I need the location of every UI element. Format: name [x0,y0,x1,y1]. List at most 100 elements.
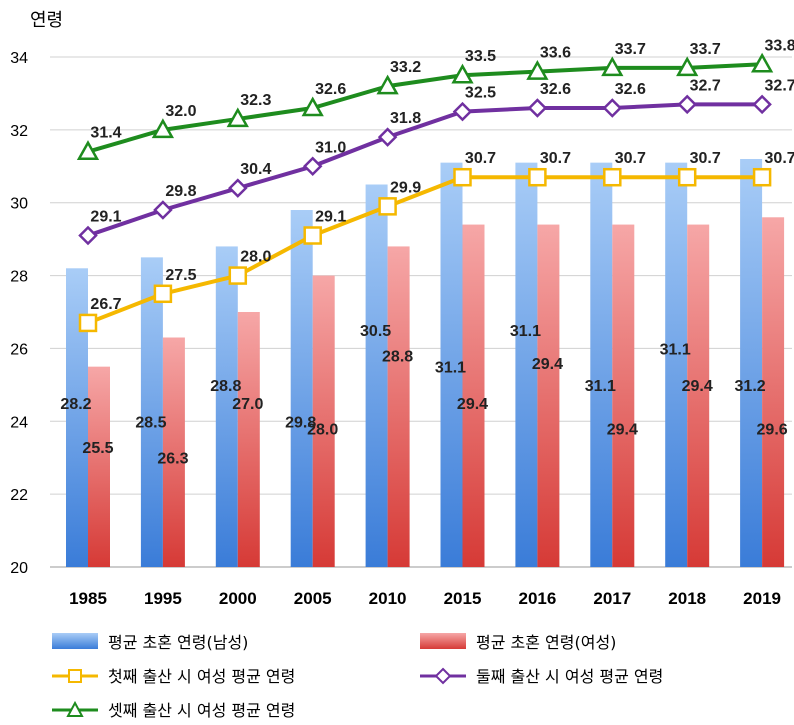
x-tick-label: 1985 [69,589,107,608]
legend-male: 평균 초혼 연령(남성) [52,633,248,652]
y-tick-label: 22 [10,487,28,504]
line-label-first-birth: 29.9 [390,179,421,196]
legend-first-birth: 첫째 출산 시 여성 평균 연령 [52,667,295,686]
bar-label-female: 26.3 [157,451,188,468]
bar-female [237,312,260,567]
marker-third-birth [451,63,474,84]
bar-label-male: 28.5 [135,414,166,431]
x-tick-label: 1995 [144,589,182,608]
x-tick-label: 2010 [369,589,407,608]
y-tick-label: 32 [10,123,28,140]
bar-male [515,162,538,567]
x-tick-label: 2018 [668,589,706,608]
line-label-third-birth: 32.0 [165,103,196,120]
marker-third-birth [676,56,699,77]
y-tick-label: 28 [10,269,28,286]
marker-second-birth [527,98,548,118]
legend-label: 첫째 출산 시 여성 평균 연령 [108,667,295,686]
legend-second-birth: 둘째 출산 시 여성 평균 연령 [420,667,663,686]
marker-third-birth [601,56,624,77]
bar-female [162,337,185,567]
legend-third-birth: 셋째 출산 시 여성 평균 연령 [52,700,295,720]
marker-second-birth [228,178,248,198]
bar-male [290,210,313,567]
marker-second-birth [677,94,697,115]
bar-female [88,366,110,567]
marker-first-birth [528,167,547,187]
bar-male [590,162,613,567]
bar-label-male: 28.8 [210,378,241,395]
line-label-second-birth: 30.4 [240,161,271,178]
line-label-second-birth: 32.7 [690,77,721,94]
marker-second-birth [602,98,623,118]
bar-female [462,224,485,568]
bar-female [762,217,785,568]
marker-first-birth [153,284,173,304]
marker-second-birth [452,101,473,122]
bar-female [537,224,560,568]
line-label-third-birth: 32.3 [240,92,271,109]
line-label-second-birth: 31.0 [315,139,346,156]
legend-label: 셋째 출산 시 여성 평균 연령 [108,701,295,720]
legend-label: 평균 초혼 연령(남성) [108,633,248,652]
bar-male [740,159,763,567]
bar-label-male: 31.1 [510,323,541,340]
bar-label-male: 31.1 [435,360,466,377]
bar-label-male: 31.1 [660,341,691,358]
y-tick-label: 24 [10,414,28,431]
line-label-second-birth: 29.8 [165,183,196,200]
bar-label-female: 27.0 [232,396,263,413]
legend: 평균 초혼 연령(남성) 평균 초혼 연령(여성) 첫째 출산 시 여성 평균 연령… [52,633,663,720]
marker-first-birth [603,167,622,187]
bar-label-female: 29.4 [607,422,638,439]
y-tick-label: 20 [10,560,28,577]
x-tick-label: 2005 [294,589,332,608]
y-tick-label: 34 [10,50,28,67]
line-label-second-birth: 32.5 [465,85,496,102]
marker-third-birth [376,74,399,95]
line-label-first-birth: 27.5 [165,267,196,284]
data-labels: 28.225.528.526.328.827.029.828.030.528.8… [60,37,794,467]
line-label-third-birth: 33.7 [690,41,721,58]
bar-label-female: 28.8 [382,349,413,366]
marker-third-birth [151,118,175,139]
line-label-first-birth: 30.7 [465,150,496,167]
legend-label: 둘째 출산 시 여성 평균 연령 [476,667,663,686]
marker-second-birth [153,200,173,220]
marker-first-birth [303,226,322,245]
marker-first-birth [78,313,98,333]
bar-male [665,162,688,567]
line-label-third-birth: 33.2 [390,59,421,76]
marker-third-birth [226,107,249,128]
bar-male [365,184,388,567]
line-label-third-birth: 33.6 [540,45,571,62]
line-label-first-birth: 30.7 [765,150,794,167]
bar-label-female: 29.4 [457,396,488,413]
bar-female [687,224,710,568]
bar-label-female: 28.0 [307,422,338,439]
line-label-first-birth: 30.7 [540,150,571,167]
marker-first-birth [752,167,772,187]
bar-label-female: 29.6 [757,422,788,439]
bars [66,159,785,568]
bar-label-male: 30.5 [360,323,391,340]
x-tick-label: 2019 [743,589,781,608]
x-axis-ticks: 1985 1995 2000 2005 2010 2015 2016 2017 2018 2019 [69,589,781,608]
bar-label-male: 31.2 [735,378,766,395]
y-tick-label: 26 [10,341,28,358]
legend-marker [66,700,84,717]
line-label-second-birth: 32.7 [765,77,794,94]
marker-third-birth [526,60,549,80]
marker-third-birth [301,96,324,117]
marker-third-birth [750,52,774,73]
marker-second-birth [752,94,772,115]
bar-label-female: 25.5 [82,440,113,457]
line-label-first-birth: 30.7 [615,150,646,167]
bar-male [215,246,238,567]
legend-marker [434,667,452,685]
line-label-first-birth: 26.7 [90,296,121,313]
legend-swatch [52,633,98,649]
bar-male [66,268,88,567]
line-label-first-birth: 30.7 [690,150,721,167]
